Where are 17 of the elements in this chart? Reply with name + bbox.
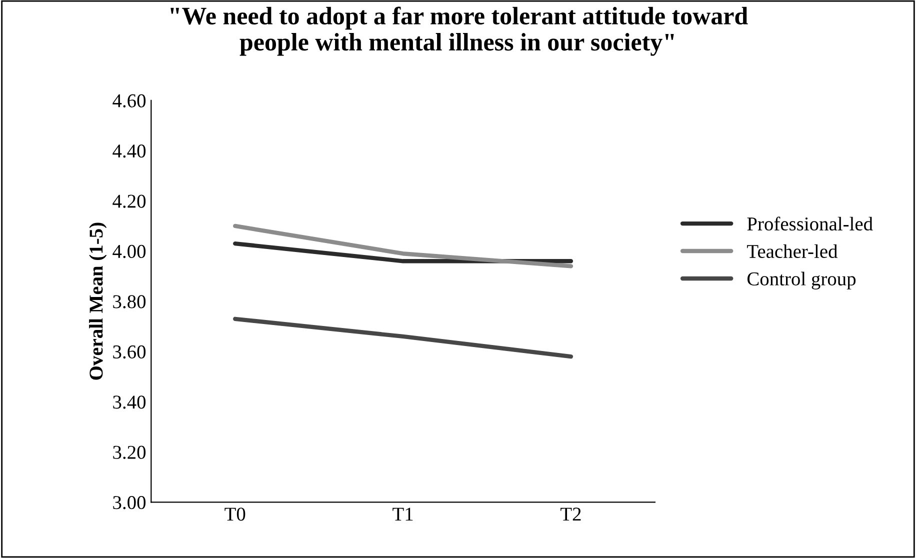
chart-title: "We need to adopt a far more tolerant attitude toward people with mental illness in our society" bbox=[170, 6, 748, 56]
y-tick-label: 3.40 bbox=[113, 396, 146, 409]
y-tick-label: 3.80 bbox=[113, 295, 146, 308]
x-tick-label: T2 bbox=[560, 508, 581, 521]
x-tick-label: T1 bbox=[392, 508, 413, 521]
y-tick-label: 4.20 bbox=[112, 194, 146, 208]
y-tick-label: 4.60 bbox=[112, 94, 146, 108]
legend-label: Teacher-led bbox=[747, 244, 838, 258]
y-tick-label: 4.40 bbox=[112, 144, 146, 158]
x-tick-label: T0 bbox=[224, 508, 246, 521]
y-tick-label: 3.00 bbox=[113, 496, 146, 510]
y-tick-label: 3.20 bbox=[113, 446, 146, 460]
y-tick-label: 3.60 bbox=[113, 345, 146, 359]
y-axis-title: Overall Mean (1-5) bbox=[89, 222, 107, 380]
legend-label: Control group bbox=[747, 272, 856, 290]
legend-label: Professional-led bbox=[747, 216, 873, 231]
y-tick-label: 4.00 bbox=[112, 244, 146, 258]
